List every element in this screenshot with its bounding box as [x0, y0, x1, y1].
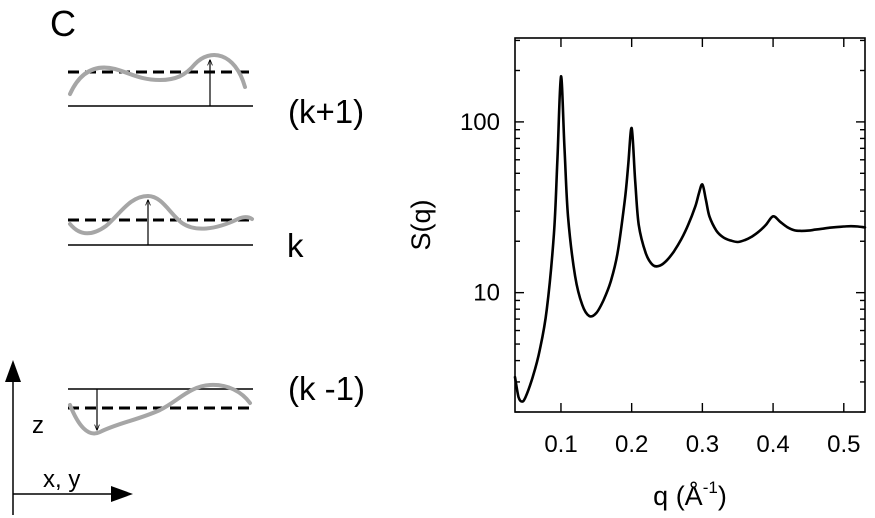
layer-k-fluctuation-curve — [68, 193, 254, 236]
coordinate-axes: z x, y — [5, 360, 133, 515]
layer-label-k-plus-1: (k+1) — [288, 93, 364, 130]
y-axis-label: S(q) — [406, 199, 436, 250]
xy-axis-label: x, y — [43, 466, 80, 493]
tick-marks — [515, 38, 865, 413]
xy-axis-arrowhead — [111, 486, 133, 502]
layer-label-k: k — [287, 227, 304, 264]
z-axis-arrowhead — [5, 360, 21, 382]
layer-k-plus-1 — [68, 53, 253, 107]
y-tick-label-10: 10 — [473, 280, 500, 307]
plot-frame — [514, 37, 866, 413]
x-tick-label-0.5: 0.5 — [827, 431, 860, 458]
x-axis-label-main: q (Å — [653, 480, 703, 511]
layer-k-minus-1-fluctuation-curve — [68, 382, 252, 436]
sq-curve — [513, 74, 867, 403]
x-tick-label-0.4: 0.4 — [756, 431, 789, 458]
x-tick-label-0.1: 0.1 — [544, 431, 577, 458]
x-axis-label: q (Å-1) — [653, 478, 727, 511]
sq-chart: 0.1 0.2 0.3 0.4 0.5 10 100 S(q) q (Å-1) — [406, 37, 867, 511]
layer-k — [68, 193, 254, 246]
x-tick-label-0.3: 0.3 — [686, 431, 719, 458]
layer-k-minus-1 — [68, 382, 253, 436]
y-tick-label-100: 100 — [460, 109, 500, 136]
layer-label-k-minus-1: (k -1) — [288, 370, 365, 407]
x-tick-label-0.2: 0.2 — [615, 431, 648, 458]
x-axis-label-exponent: -1 — [703, 478, 718, 497]
panel-label: C — [50, 3, 76, 44]
x-axis-label-close: ) — [718, 481, 727, 511]
z-axis-label: z — [32, 412, 44, 439]
layer-k-plus-1-fluctuation-curve — [68, 53, 247, 96]
